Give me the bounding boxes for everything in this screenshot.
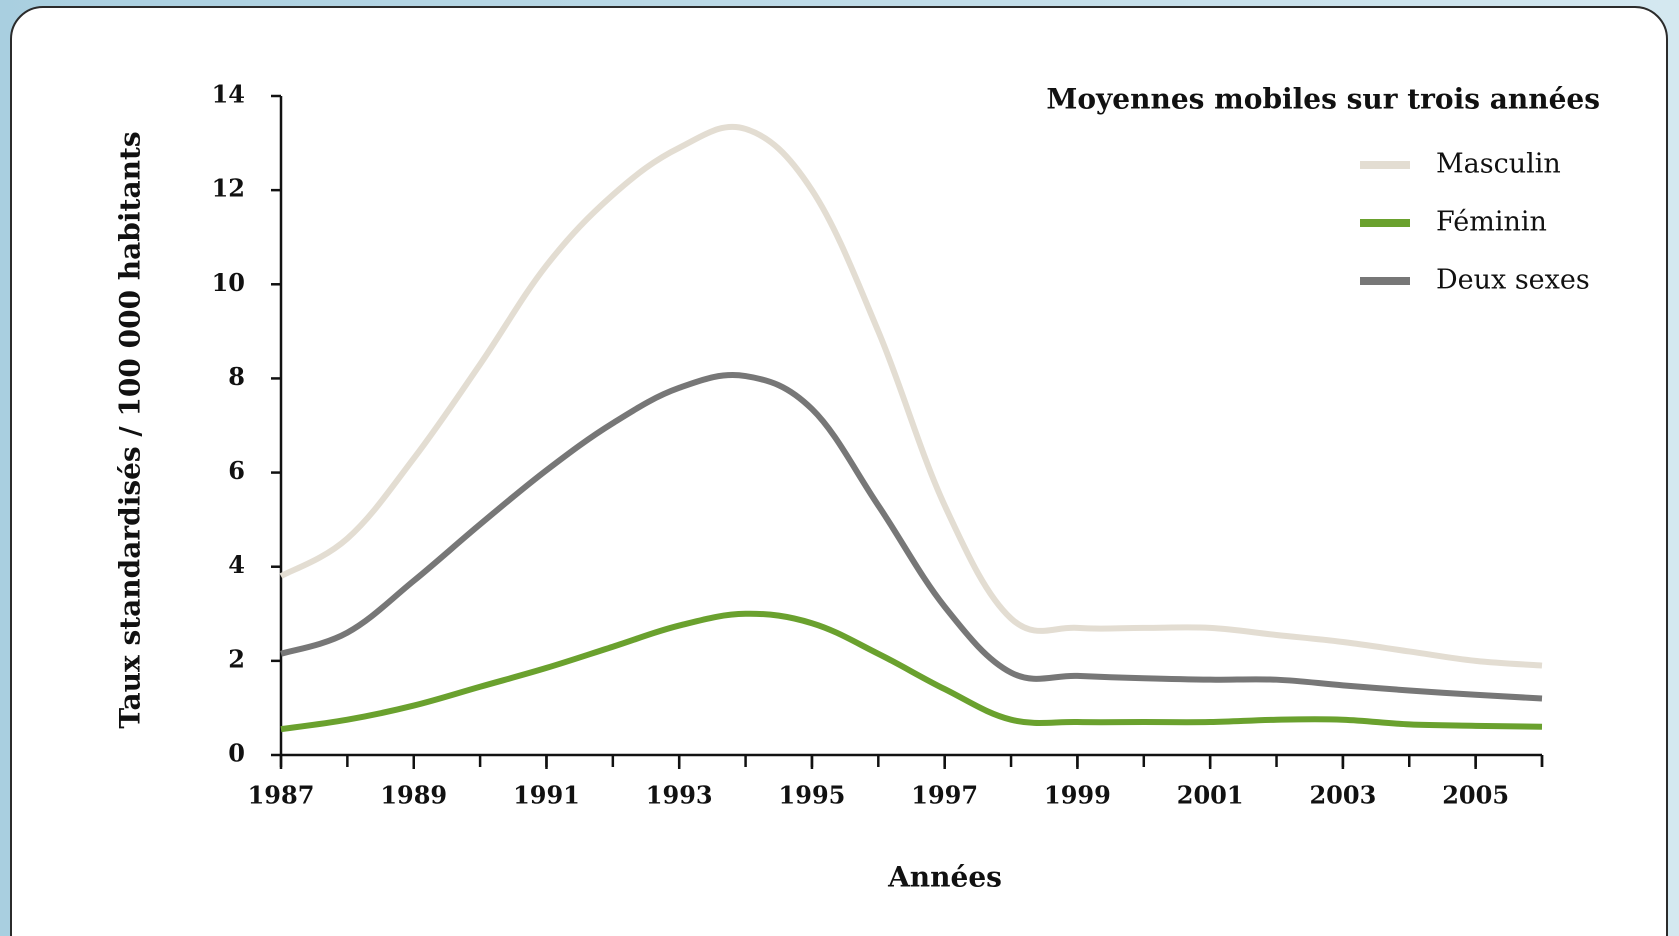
y-tick-label: 0	[228, 739, 245, 768]
x-tick-label: 1987	[248, 781, 315, 810]
y-tick-label: 6	[228, 456, 245, 485]
x-tick-label: 1991	[513, 781, 580, 810]
x-tick-label: 1989	[380, 781, 447, 810]
line-series	[280, 610, 1543, 733]
y-tick-label: 8	[228, 362, 245, 391]
legend-label: Féminin	[1436, 207, 1547, 238]
legend-label: Deux sexes	[1436, 265, 1590, 296]
y-tick-label: 10	[212, 268, 245, 297]
x-tick-label: 1995	[779, 781, 846, 810]
y-tick-label: 4	[228, 550, 245, 579]
legend-label: Masculin	[1436, 149, 1561, 180]
x-tick-label: 1997	[911, 781, 978, 810]
x-tick-label: 2003	[1309, 781, 1376, 810]
legend-title: Moyennes mobiles sur trois années	[1046, 83, 1600, 116]
line-series	[279, 123, 1543, 669]
x-axis-title: Années	[887, 861, 1002, 894]
y-tick-label: 12	[212, 174, 245, 203]
x-tick-label: 1993	[646, 781, 713, 810]
y-tick-label: 2	[228, 644, 245, 673]
x-tick-label: 2005	[1442, 781, 1509, 810]
line-series	[280, 372, 1543, 702]
x-tick-label: 2001	[1177, 781, 1244, 810]
y-axis-title: Taux standardisés / 100 000 habitants	[114, 131, 147, 728]
y-tick-label: 14	[212, 80, 245, 109]
x-tick-label: 1999	[1044, 781, 1111, 810]
